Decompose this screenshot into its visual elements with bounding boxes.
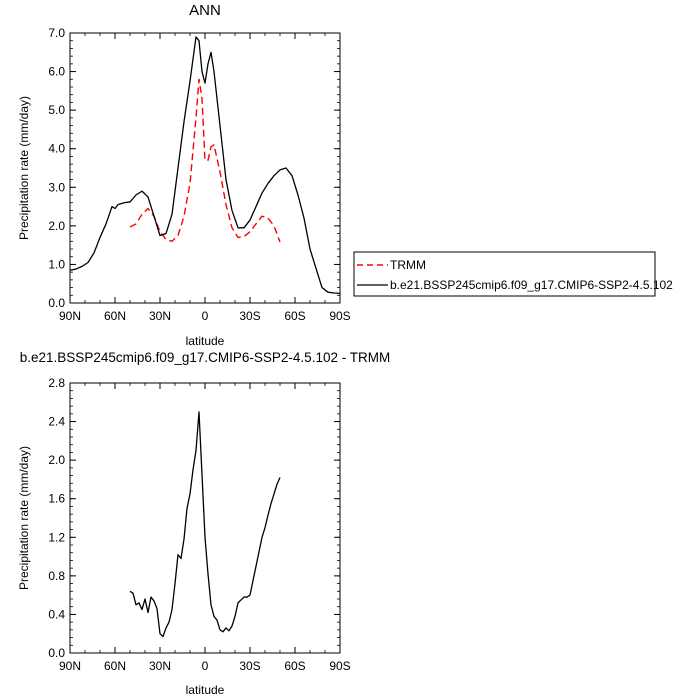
- c1-ytick-label: 2.8: [48, 376, 65, 390]
- c1-ytick-label: 0.4: [48, 607, 65, 621]
- top-ylabel: Precipitation rate (mm/day): [17, 96, 31, 240]
- c0-plot-frame: [69, 32, 341, 304]
- c0-ytick-label: 7.0: [48, 26, 65, 40]
- c1-ytick-label: 1.2: [48, 530, 65, 544]
- legend-model-label: b.e21.BSSP245cmip6.f09_g17.CMIP6-SSP2-4.…: [390, 278, 673, 292]
- bottom-title: b.e21.BSSP245cmip6.f09_g17.CMIP6-SSP2-4.…: [20, 350, 390, 365]
- c1-xtick-label: 90S: [329, 659, 350, 673]
- c0-xtick-label: 0: [202, 309, 209, 323]
- c0-xtick-label: 90S: [329, 309, 350, 323]
- bottom-panel: b.e21.BSSP245cmip6.f09_g17.CMIP6-SSP2-4.…: [17, 350, 390, 697]
- c1-ytick-label: 0.0: [48, 646, 65, 660]
- c0-series-trmm-line: [129, 78, 281, 243]
- c0-xtick-label: 60S: [284, 309, 305, 323]
- c1-xtick-label: 0: [202, 659, 209, 673]
- legend: TRMM b.e21.BSSP245cmip6.f09_g17.CMIP6-SS…: [353, 251, 673, 297]
- c0-ytick-label: 2.0: [48, 219, 65, 233]
- top-xlabel: latitude: [186, 334, 225, 348]
- c0-xtick-label: 30S: [239, 309, 260, 323]
- c1-xtick-label: 30N: [149, 659, 171, 673]
- bottom-ylabel: Precipitation rate (mm/day): [17, 446, 31, 590]
- c0-xtick-label: 30N: [149, 309, 171, 323]
- c1-ytick-label: 2.0: [48, 453, 65, 467]
- c0-ytick-label: 0.0: [48, 296, 65, 310]
- c0-ytick-label: 4.0: [48, 142, 65, 156]
- legend-box: [353, 251, 656, 297]
- c0-ytick-label: 1.0: [48, 257, 65, 271]
- c0-ytick-label: 3.0: [48, 180, 65, 194]
- top-panel: ANN Precipitation rate (mm/day) latitude…: [17, 2, 351, 348]
- bottom-xlabel: latitude: [186, 683, 225, 697]
- c1-ytick-label: 0.8: [48, 569, 65, 583]
- c0-ytick-label: 6.0: [48, 65, 65, 79]
- top-title: ANN: [189, 2, 221, 19]
- legend-trmm-label: TRMM: [390, 258, 426, 272]
- c1-ytick-label: 2.4: [48, 415, 65, 429]
- c0-xtick-label: 90N: [59, 309, 81, 323]
- c1-xtick-label: 60S: [284, 659, 305, 673]
- c1-xtick-label: 30S: [239, 659, 260, 673]
- c1-xtick-label: 90N: [59, 659, 81, 673]
- c1-ytick-label: 1.6: [48, 492, 65, 506]
- c1-plot-frame: [69, 382, 341, 654]
- c0-series-model-line: [69, 36, 341, 295]
- c0-ytick-label: 5.0: [48, 103, 65, 117]
- c1-xtick-label: 60N: [104, 659, 126, 673]
- c0-xtick-label: 60N: [104, 309, 126, 323]
- c1-series-difference-line: [129, 411, 281, 638]
